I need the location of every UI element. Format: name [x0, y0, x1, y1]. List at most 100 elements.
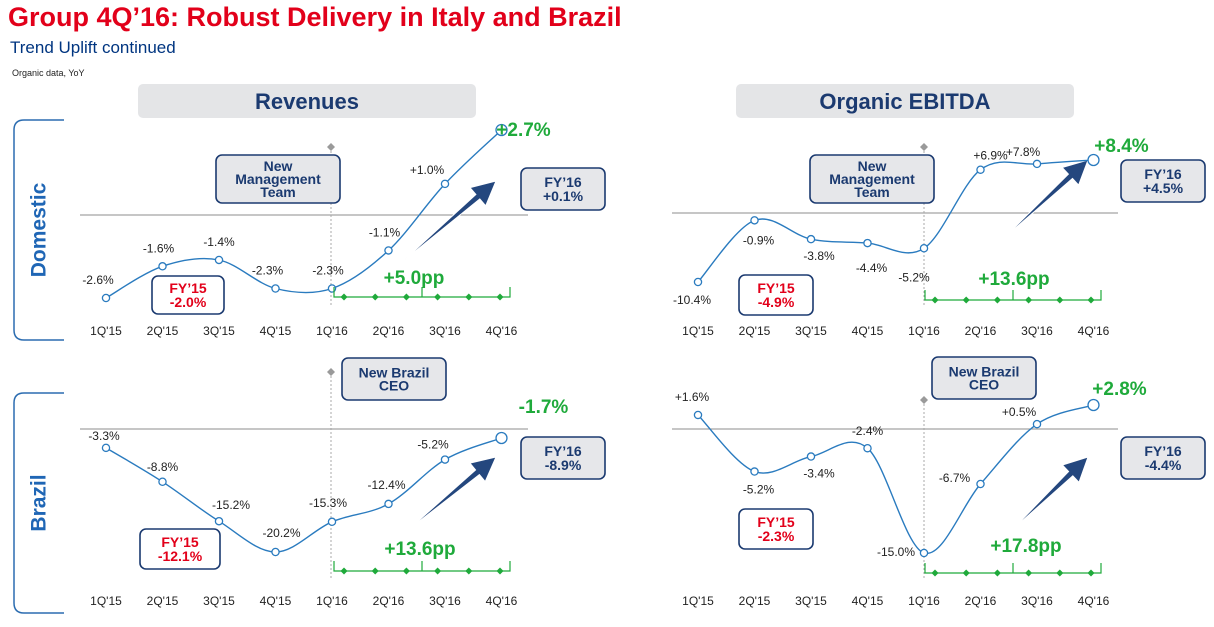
panel-2-tick-label: 1Q'15 [682, 324, 714, 338]
panel-4-uplift-label: +17.8pp [990, 536, 1061, 557]
panel-4-uplift-marker [1025, 569, 1033, 577]
panel-4-tick-label: 2Q'16 [965, 594, 997, 608]
panel-2-point [750, 216, 759, 225]
panel-2-fy16-box: FY’16+4.5% [1120, 159, 1206, 203]
panel-2-event-box-frame [809, 154, 935, 204]
panel-1-fy15-box-frame [151, 275, 225, 315]
panel-1-point [440, 179, 450, 189]
panel-4-point [919, 548, 929, 558]
panel-3-value-label: -3.3% [88, 429, 120, 443]
panel-1-event-box-line: New [264, 158, 293, 174]
panel-3-value-label: -5.2% [417, 438, 449, 452]
panel-1-value-label-last: +2.7% [496, 120, 551, 141]
panel-2-fy16-box-line: FY’16 [1144, 166, 1182, 182]
panel-4-fy16-box-line: FY’16 [1144, 443, 1182, 459]
panel-4-fy15-box: FY’15-2.3% [738, 508, 814, 550]
panel-2-value-label-last: +8.4% [1094, 136, 1149, 157]
revenues-header-label: Revenues [255, 89, 359, 114]
panel-2-tick-label: 2Q'15 [739, 324, 771, 338]
panel-2-uplift-marker [962, 296, 970, 304]
panel-1-point [214, 255, 224, 265]
panel-3-fy15-box: FY’15-12.1% [139, 528, 221, 570]
panel-3-tick-label: 2Q'15 [147, 594, 179, 608]
panel-3-value-label: -20.2% [262, 526, 300, 540]
page-title: Group 4Q’16: Robust Delivery in Italy an… [8, 2, 622, 32]
panel-3-point [384, 499, 393, 509]
panel-2-trend-arrow [1003, 159, 1089, 239]
panel-1-fy15-box-line: FY’15 [169, 280, 207, 296]
panel-3-tick-label: 2Q'16 [373, 594, 405, 608]
panel-3-event-box-line: New Brazil [359, 364, 430, 380]
panel-4-value-label: -2.4% [852, 424, 884, 438]
panel-2-point [806, 234, 816, 244]
panel-1-point [384, 246, 393, 255]
panel-2-point [1032, 159, 1042, 169]
panel-1-uplift-marker [371, 293, 379, 301]
panel-4-tick-label: 4Q'16 [1078, 594, 1110, 608]
panel-3-fy15-box-line: -12.1% [158, 548, 203, 564]
panel-2-point [976, 165, 985, 174]
panel-1-fy16-box: FY’16+0.1% [520, 167, 606, 211]
panel-4-fy15-box-line: FY’15 [757, 514, 795, 530]
panel-3-event-box-line: CEO [379, 377, 409, 393]
panel-3-tick-label: 1Q'15 [90, 594, 122, 608]
panel-2-fy15-box-frame [738, 274, 814, 316]
panel-2-uplift-marker [931, 296, 939, 304]
panel-4-uplift-marker [931, 569, 939, 577]
panel-4-fy16-box-frame [1120, 436, 1206, 480]
panel-3-value-label: -15.3% [309, 496, 347, 510]
panel-4-event-box-frame [931, 356, 1037, 400]
domestic-tab-label: Domestic [28, 182, 51, 277]
panel-2-fy15-box-line: FY’15 [757, 280, 795, 296]
panel-4-value-label: -15.0% [877, 545, 915, 559]
panel-1-series-line [105, 129, 502, 299]
brazil-tab-frame [13, 392, 64, 614]
panel-4-trend-arrow [1011, 456, 1089, 531]
panel-1-uplift-marker [496, 293, 504, 301]
panel-2-event-marker [920, 143, 928, 151]
panel-1-event-box-frame [215, 154, 341, 204]
panel-3-event-box-frame [341, 357, 447, 401]
revenues-header [138, 84, 476, 118]
panel-4-uplift-marker [962, 569, 970, 577]
panel-4-event-marker [920, 396, 928, 404]
panel-3-tick-label: 4Q'16 [486, 594, 518, 608]
panel-1-uplift-marker [340, 293, 348, 301]
panel-3-point [495, 431, 508, 445]
panel-4-event-box-line: CEO [969, 376, 999, 392]
panel-2-point [693, 277, 703, 287]
panel-3-point [101, 443, 111, 453]
panel-1-value-label: +1.0% [410, 163, 445, 177]
panel-1-value-label: -2.3% [312, 263, 344, 277]
panel-4-fy15-box-frame [738, 508, 814, 550]
panel-1-fy16-box-line: +0.1% [543, 188, 584, 204]
panel-3-fy16-box: FY’16-8.9% [520, 436, 606, 480]
panel-3-event-marker [327, 368, 335, 376]
panel-2-uplift-marker [1087, 296, 1095, 304]
panel-2-fy16-box-frame [1120, 159, 1206, 203]
domestic-tab-frame [13, 119, 64, 341]
panel-1-trend-arrow [401, 180, 497, 263]
panel-1-fy15-box: FY’15-2.0% [151, 275, 225, 315]
panel-2-tick-label: 4Q'16 [1078, 324, 1110, 338]
panel-4-point [1087, 398, 1100, 412]
panel-3-value-label: -15.2% [212, 498, 250, 512]
panel-3-uplift-marker [496, 567, 504, 575]
ebitda-header [736, 84, 1074, 118]
panel-3-tick-label: 3Q'16 [429, 594, 461, 608]
panel-4-point [750, 467, 759, 476]
panel-3-fy15-box-line: FY’15 [161, 534, 199, 550]
panel-4-fy15-box-line: -2.3% [758, 528, 795, 544]
panel-1-tick-label: 2Q'15 [147, 324, 179, 338]
panel-4-point [1032, 419, 1042, 429]
panel-2-uplift-marker [993, 296, 1001, 304]
panel-3-fy16-box-line: FY’16 [544, 443, 582, 459]
panel-1-uplift-marker [465, 293, 473, 301]
panel-3-trend-arrow [407, 456, 497, 531]
panel-3-uplift-marker [340, 567, 348, 575]
panel-1-tick-label: 2Q'16 [373, 324, 405, 338]
panel-2-point [863, 238, 872, 248]
